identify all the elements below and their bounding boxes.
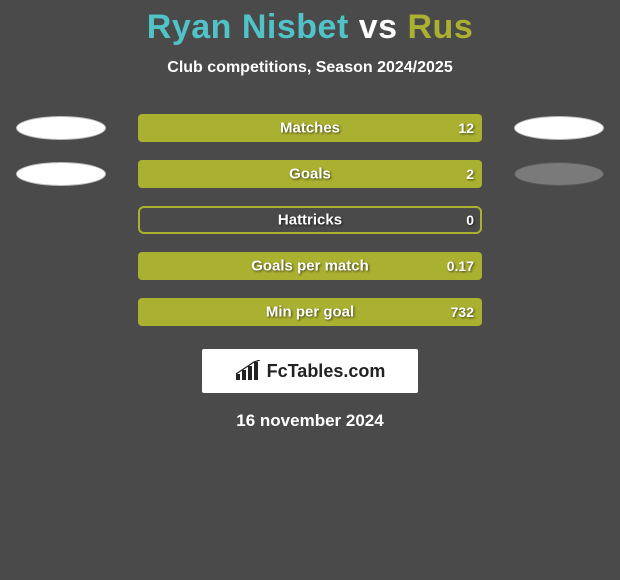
stat-label: Min per goal <box>138 304 482 321</box>
stats-container: Matches12 Goals2 Hattricks0 Goals per match… <box>0 105 620 335</box>
stat-bar: Min per goal732 <box>138 298 482 326</box>
stat-row: Goals per match0.17 <box>0 243 620 289</box>
stat-row: Goals2 <box>0 151 620 197</box>
ellipse-left <box>16 162 106 186</box>
bar-chart-icon <box>235 360 261 382</box>
stat-value: 12 <box>458 120 474 136</box>
branding-text: FcTables.com <box>267 361 386 382</box>
stat-row: Hattricks0 <box>0 197 620 243</box>
title-player1: Ryan Nisbet <box>147 8 349 46</box>
stat-value: 2 <box>466 166 474 182</box>
stat-value: 732 <box>451 304 474 320</box>
ellipse-right <box>514 162 604 186</box>
title-player2: Rus <box>408 8 474 46</box>
stat-bar: Hattricks0 <box>138 206 482 234</box>
stat-bar: Matches12 <box>138 114 482 142</box>
comparison-card: Ryan Nisbet vs Rus Club competitions, Se… <box>0 0 620 580</box>
branding-badge: FcTables.com <box>202 349 418 393</box>
ellipse-right <box>514 116 604 140</box>
title-vs: vs <box>359 8 398 46</box>
stat-label: Matches <box>138 120 482 137</box>
stat-label: Hattricks <box>138 212 482 229</box>
date-label: 16 november 2024 <box>0 411 620 431</box>
stat-row: Min per goal732 <box>0 289 620 335</box>
stat-bar: Goals per match0.17 <box>138 252 482 280</box>
stat-value: 0 <box>466 212 474 228</box>
ellipse-left <box>16 116 106 140</box>
stat-value: 0.17 <box>447 258 474 274</box>
subtitle: Club competitions, Season 2024/2025 <box>0 59 620 77</box>
stat-label: Goals <box>138 166 482 183</box>
page-title: Ryan Nisbet vs Rus <box>0 8 620 47</box>
stat-bar: Goals2 <box>138 160 482 188</box>
stat-row: Matches12 <box>0 105 620 151</box>
stat-label: Goals per match <box>138 258 482 275</box>
